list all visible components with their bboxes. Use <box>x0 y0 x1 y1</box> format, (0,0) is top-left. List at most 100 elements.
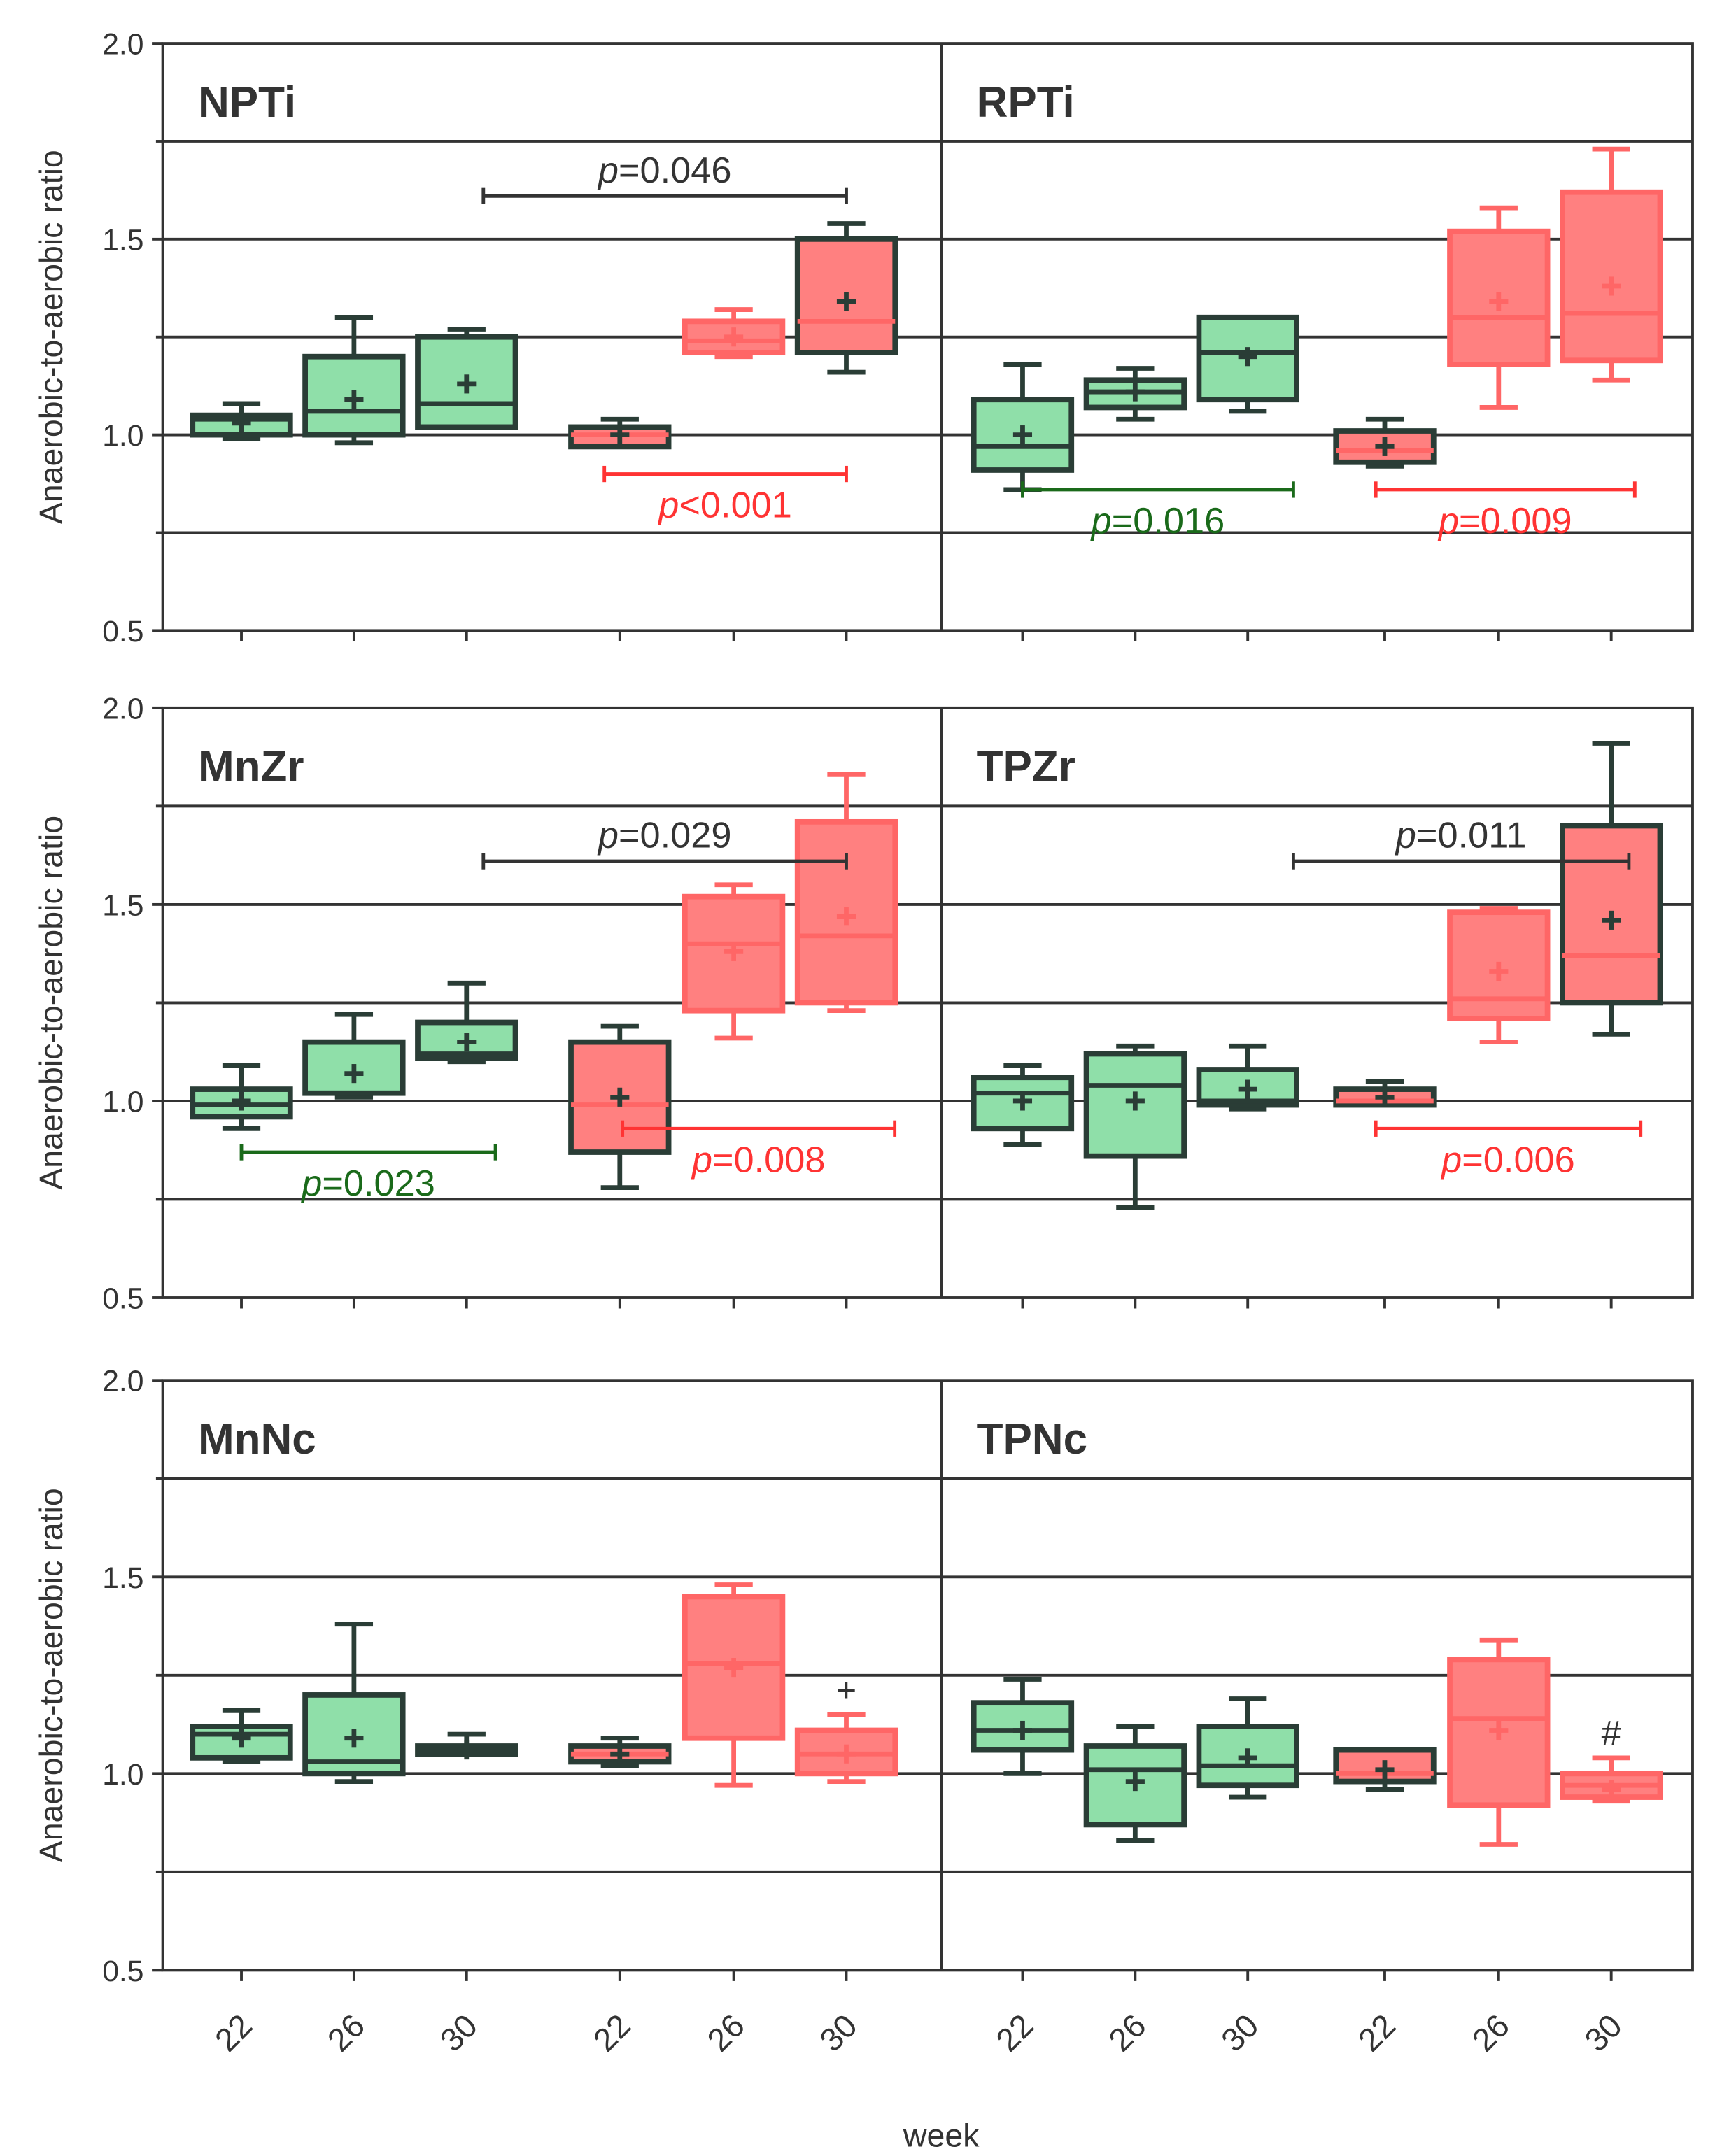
y-tick-label: 1.5 <box>102 1561 143 1595</box>
significance-marker: + <box>836 1670 856 1710</box>
p-value-label: p=0.009 <box>1437 501 1572 541</box>
p-value: =0.009 <box>1459 501 1572 541</box>
chart-row-3: 0.5 1.0 1.5 2.0 Anaerobic-to-aerobic ratio Mn… <box>33 1365 1694 2059</box>
box-week-26 <box>1447 1637 1551 1847</box>
significance-bracket: p=0.046 <box>481 150 848 204</box>
box-week-22 <box>568 1023 672 1191</box>
significance-bracket: p=0.006 <box>1374 1120 1643 1180</box>
p-value-label: p=0.011 <box>1395 816 1527 856</box>
box-week-26 <box>302 315 406 446</box>
significance-bracket: p=0.029 <box>481 816 848 870</box>
p-value-label: p=0.023 <box>300 1163 435 1204</box>
box-week-30 <box>794 772 898 1014</box>
p-value-label: p=0.016 <box>1090 501 1225 541</box>
y-tick-label: 2.0 <box>102 1365 143 1398</box>
box-iqr <box>971 1075 1075 1132</box>
box-week-22 <box>1333 416 1437 469</box>
box-iqr <box>1560 189 1663 364</box>
p-symbol: p <box>1090 501 1112 541</box>
y-tick-label: 0.5 <box>102 615 143 648</box>
box-week-26 <box>1447 205 1551 410</box>
x-tick-label: 22 <box>1351 2007 1402 2058</box>
p-value: =0.046 <box>619 150 732 191</box>
box-week-30 <box>415 980 518 1065</box>
box-week-30 <box>415 1731 518 1760</box>
box-week-30 <box>794 1712 898 1784</box>
box-week-26 <box>1447 906 1551 1045</box>
p-value-label: p=0.006 <box>1440 1140 1575 1180</box>
panel-title: MnNc <box>198 1415 316 1463</box>
x-tick-label: 22 <box>586 2007 637 2058</box>
box-iqr <box>1083 1051 1187 1159</box>
box-week-26 <box>302 1012 406 1100</box>
box-week-30 <box>1196 314 1299 414</box>
box-week-30 <box>1560 741 1663 1037</box>
box-week-22 <box>971 362 1075 492</box>
p-symbol: p <box>657 485 679 526</box>
significance-bracket: p=0.016 <box>1021 481 1295 541</box>
box-week-26 <box>682 882 786 1041</box>
y-tick-label: 1.0 <box>102 1758 143 1792</box>
box-week-22 <box>190 1708 293 1764</box>
y-axis-label: Anaerobic-to-aerobic ratio <box>33 1488 69 1862</box>
box-week-30 <box>1196 1696 1299 1800</box>
significance-bracket: p=0.011 <box>1291 816 1631 870</box>
box-week-30 <box>415 327 518 430</box>
box-week-26 <box>682 1582 786 1788</box>
x-tick-label: 26 <box>1465 2007 1516 2058</box>
panel-title: TPZr <box>977 743 1075 791</box>
significance-bracket: p<0.001 <box>602 465 848 526</box>
y-axis-label: Anaerobic-to-aerobic ratio <box>33 150 69 524</box>
x-tick-label: 30 <box>1214 2007 1265 2058</box>
y-tick-label: 1.5 <box>102 223 143 257</box>
panel-TPNc: TPNc # <box>971 1415 1663 1847</box>
p-value: =0.011 <box>1416 816 1527 856</box>
y-tick-label: 2.0 <box>102 692 143 725</box>
panel-title: MnZr <box>198 743 304 791</box>
p-symbol: p <box>300 1163 322 1204</box>
box-week-26 <box>1083 366 1187 422</box>
p-value-label: p<0.001 <box>657 485 792 526</box>
box-week-22 <box>568 416 672 450</box>
p-value: <0.001 <box>679 485 792 526</box>
p-value-label: p=0.046 <box>597 150 732 191</box>
y-axis-label: Anaerobic-to-aerobic ratio <box>33 816 69 1190</box>
box-week-30 <box>1560 146 1663 383</box>
box-week-26 <box>1083 1043 1187 1210</box>
y-tick-label: 1.0 <box>102 1085 143 1119</box>
box-week-22 <box>190 401 293 441</box>
box-week-22 <box>190 1063 293 1131</box>
chart-row-2: 0.5 1.0 1.5 2.0 Anaerobic-to-aerobic ratio Mn… <box>33 692 1694 1316</box>
x-tick-label: 30 <box>812 2007 863 2058</box>
box-week-30 <box>1560 1755 1663 1804</box>
significance-bracket: p=0.009 <box>1374 481 1637 541</box>
panel-title: RPTi <box>977 78 1075 127</box>
p-symbol: p <box>1440 1140 1462 1180</box>
p-symbol: p <box>597 816 619 856</box>
box-week-22 <box>1333 1747 1437 1792</box>
x-axis-label: week <box>903 2117 980 2153</box>
significance-marker: # <box>1602 1713 1621 1753</box>
x-tick-label: 22 <box>989 2007 1040 2058</box>
p-symbol: p <box>1437 501 1459 541</box>
y-tick-label: 1.5 <box>102 888 143 922</box>
x-tick-label: 26 <box>1101 2007 1152 2058</box>
p-symbol: p <box>597 150 619 191</box>
x-tick-label: 26 <box>700 2007 751 2058</box>
chart-row-1: 0.5 1.0 1.5 2.0 Anaerobic-to-aerobic ratio NP… <box>33 28 1694 648</box>
p-symbol: p <box>691 1140 712 1180</box>
y-tick-label: 0.5 <box>102 1282 143 1316</box>
p-value: =0.023 <box>322 1163 435 1204</box>
box-week-22 <box>971 1063 1075 1147</box>
p-symbol: p <box>1395 816 1416 856</box>
p-value-label: p=0.029 <box>597 816 732 856</box>
x-tick-label: 22 <box>208 2007 259 2058</box>
box-iqr <box>1196 1724 1299 1789</box>
panel-title: TPNc <box>977 1415 1088 1463</box>
box-week-26 <box>1083 1724 1187 1843</box>
significance-bracket: p=0.008 <box>621 1120 897 1180</box>
